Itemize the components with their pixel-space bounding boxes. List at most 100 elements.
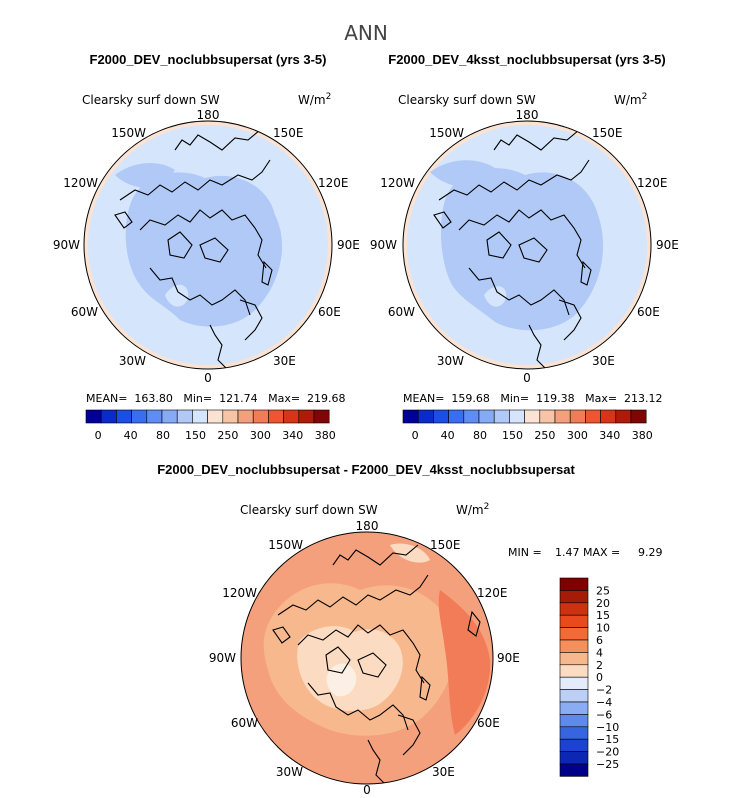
panel-a-coastlines: [114, 129, 273, 369]
panel-a-colorbar-swatch: [146, 409, 163, 424]
panel-diff-lon-90W: 90W: [209, 651, 236, 665]
panel-a-colorbar-swatch: [313, 409, 330, 424]
panel-diff-lon-30E: 30E: [432, 765, 455, 779]
panel-diff-colorbar-tick-label: −4: [596, 696, 612, 709]
panel-diff-globe-outline: [240, 531, 494, 785]
panel-b-title: F2000_DEV_4ksst_noclubbsupersat (yrs 3-5…: [388, 52, 665, 67]
panel-diff-lon-0: 0: [363, 783, 371, 797]
panel-a-colorbar-swatch: [222, 409, 239, 424]
panel-diff-variable: Clearsky surf down SW: [240, 503, 378, 517]
panel-diff-lon-90E: 90E: [497, 651, 520, 665]
panel-diff-colorbar-swatch: [559, 602, 589, 616]
panel-a-lon-120W: 120W: [63, 176, 98, 190]
panel-diff-colorbar-swatch: [559, 664, 589, 678]
panel-a-colorbar-tick-label: 150: [185, 429, 206, 442]
panel-diff-colorbar-tick-label: 2: [596, 659, 603, 672]
panel-b-lon-30E: 30E: [592, 354, 615, 368]
panel-b-colorbar-swatch: [585, 409, 601, 424]
panel-diff-lon-150E: 150E: [430, 538, 461, 552]
panel-diff-colorbar-swatch: [559, 726, 589, 740]
panel-diff-colorbar-swatch: [559, 627, 589, 641]
panel-b-colorbar-tick-label: 300: [567, 429, 588, 442]
panel-diff-colorbar-tick-label: 10: [596, 622, 610, 635]
panel-b-colorbar-swatch: [463, 409, 480, 424]
panel-a-colorbar: 0 40 80 150 250 300 340 380: [85, 409, 336, 442]
panel-a-lon-180: 180: [197, 108, 220, 122]
panel-a-colorbar-tick-label: 40: [124, 429, 138, 442]
panel-a-colorbar-tick-label: 380: [315, 429, 336, 442]
panel-diff-map: [241, 532, 493, 784]
panel-diff-lon-120E: 120E: [477, 586, 508, 600]
panel-b-colorbar-tick-label: 150: [502, 429, 523, 442]
panel-a-units: W/m2: [298, 92, 331, 107]
panel-a-colorbar-swatch: [252, 409, 269, 424]
panel-b-colorbar-swatch: [554, 409, 571, 424]
panel-a-variable: Clearsky surf down SW: [82, 93, 220, 107]
panel-diff-colorbar-tick-label: 0: [596, 671, 603, 684]
panel-b-colorbar-swatch: [417, 409, 434, 424]
panel-diff-colorbar-swatch: [559, 714, 589, 728]
panel-b-colorbar-swatch: [615, 409, 632, 424]
panel-a-lon-90E: 90E: [337, 238, 360, 252]
panel-b-lon-60E: 60E: [637, 305, 660, 319]
panel-b-colorbar: 0 40 80 150 250 300 340 380: [402, 409, 653, 442]
panel-b-lon-90E: 90E: [656, 238, 679, 252]
panel-diff-colorbar-swatch: [559, 590, 589, 604]
panel-diff-colorbar-tick-label: 20: [596, 597, 610, 610]
panel-b-colorbar-swatch: [524, 409, 541, 424]
panel-b-colorbar-tick-label: 0: [412, 429, 419, 442]
panel-a-colorbar-tick-label: 80: [156, 429, 170, 442]
panel-a-stats: MEAN= 163.80 Min= 121.74 Max= 219.68: [86, 392, 346, 405]
panel-diff-lon-150W: 150W: [268, 538, 303, 552]
panel-b-lon-120E: 120E: [637, 176, 668, 190]
panel-b-stats: MEAN= 159.68 Min= 119.38 Max= 213.12: [403, 392, 663, 405]
panel-a-globe-outline: [83, 120, 333, 370]
panel-a-lon-60E: 60E: [318, 305, 341, 319]
panel-a-colorbar-swatch: [268, 409, 284, 424]
panel-diff-units: W/m2: [456, 502, 489, 517]
panel-diff-lon-60W: 60W: [231, 716, 258, 730]
panel-a-colorbar-swatch: [207, 409, 224, 424]
panel-diff-colorbar-swatch: [559, 614, 589, 628]
panel-a-lon-120E: 120E: [318, 176, 349, 190]
panel-a-colorbar-swatch: [192, 409, 208, 424]
panel-b-colorbar-swatch: [539, 409, 556, 424]
panel-diff-colorbar-tick-label: 4: [596, 646, 603, 659]
panel-a-colorbar-swatch: [283, 409, 300, 424]
panel-diff-min-value: 1.47: [555, 546, 580, 559]
panel-a-lon-30E: 30E: [273, 354, 296, 368]
panel-a-lon-150E: 150E: [273, 126, 304, 140]
panel-diff-lon-60E: 60E: [477, 716, 500, 730]
panel-b-colorbar-swatch: [448, 409, 465, 424]
panel-diff-colorbar-swatch: [559, 689, 589, 703]
panel-b-lon-180: 180: [516, 108, 539, 122]
panel-diff-max-value: 9.29: [638, 546, 663, 559]
panel-a-colorbar-tick-label: 250: [217, 429, 238, 442]
panel-diff-colorbar-tick-label: 25: [596, 584, 610, 597]
panel-b-colorbar-swatch: [402, 409, 419, 424]
panel-a-lon-30W: 30W: [119, 354, 146, 368]
panel-diff-min-label: MIN =: [508, 546, 542, 559]
panel-diff-colorbar-tick-label: −10: [596, 721, 619, 734]
panel-a-colorbar-tick-label: 340: [282, 429, 303, 442]
panel-diff: F2000_DEV_noclubbsupersat - F2000_DEV_4k…: [157, 462, 662, 797]
panel-b-colorbar-tick-label: 340: [599, 429, 620, 442]
panel-b-lon-120W: 120W: [380, 176, 415, 190]
panel-diff-colorbar-swatch: [559, 652, 589, 666]
panel-b-colorbar-swatch: [478, 409, 495, 424]
panel-b-colorbar-swatch: [569, 409, 586, 424]
panel-b-variable: Clearsky surf down SW: [398, 93, 536, 107]
panel-b-lon-150W: 150W: [429, 126, 464, 140]
panel-b-colorbar-tick-label: 250: [534, 429, 555, 442]
panel-diff-lon-180: 180: [356, 519, 379, 533]
panel-b: F2000_DEV_4ksst_noclubbsupersat (yrs 3-5…: [370, 52, 679, 442]
panel-b-lon-60W: 60W: [388, 305, 415, 319]
panel-a-colorbar-tick-label: 0: [95, 429, 102, 442]
panel-a-colorbar-swatch: [131, 409, 148, 424]
panel-a-colorbar-swatch: [100, 409, 117, 424]
panel-a-lon-60W: 60W: [71, 305, 98, 319]
panel-b-colorbar-swatch: [630, 409, 647, 424]
panel-a-colorbar-tick-label: 300: [250, 429, 271, 442]
